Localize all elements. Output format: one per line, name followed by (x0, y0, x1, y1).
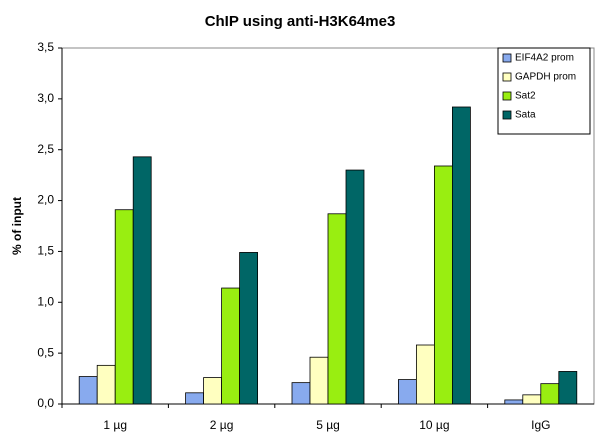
y-tick-label: 3,5 (37, 40, 54, 54)
y-tick-label: 0,5 (37, 345, 54, 359)
bar (451, 106, 471, 405)
x-tick-label: IgG (531, 418, 550, 432)
legend-label: Sata (515, 110, 536, 121)
bar (203, 377, 223, 405)
bar (221, 287, 241, 405)
legend-label: EIF4A2 prom (515, 53, 574, 64)
bar (78, 376, 98, 405)
bar (522, 394, 542, 405)
legend-label: GAPDH prom (515, 72, 576, 83)
bar (397, 379, 417, 405)
y-tick-label: 1,0 (37, 294, 54, 308)
bar (309, 356, 329, 405)
bar (540, 383, 560, 405)
y-tick-label: 1,5 (37, 244, 54, 258)
bar (96, 364, 116, 405)
bar (433, 165, 453, 405)
bar (415, 344, 435, 405)
bar (239, 252, 259, 405)
y-tick-label: 2,0 (37, 193, 54, 207)
legend-swatch (502, 53, 512, 63)
bar (558, 371, 578, 405)
y-axis-label: % of input (10, 197, 24, 255)
y-tick-label: 2,5 (37, 142, 54, 156)
x-tick-label: 10 µg (419, 418, 449, 432)
x-tick-label: 5 µg (316, 418, 340, 432)
bar (504, 399, 524, 405)
legend-swatch (502, 91, 512, 101)
chart-title: ChIP using anti-H3K64me3 (205, 13, 396, 30)
legend-label: Sat2 (515, 91, 536, 102)
bar (132, 156, 152, 405)
x-tick-label: 2 µg (210, 418, 234, 432)
legend-swatch (502, 72, 512, 82)
bar (114, 209, 134, 405)
bar (185, 392, 205, 405)
legend-box (497, 47, 591, 135)
y-tick-label: 3,0 (37, 91, 54, 105)
y-tick-label: 0,0 (37, 396, 54, 410)
x-tick-label: 1 µg (103, 418, 127, 432)
bar (291, 382, 311, 405)
bar (345, 169, 365, 405)
legend-swatch (502, 110, 512, 120)
bar (327, 213, 347, 405)
